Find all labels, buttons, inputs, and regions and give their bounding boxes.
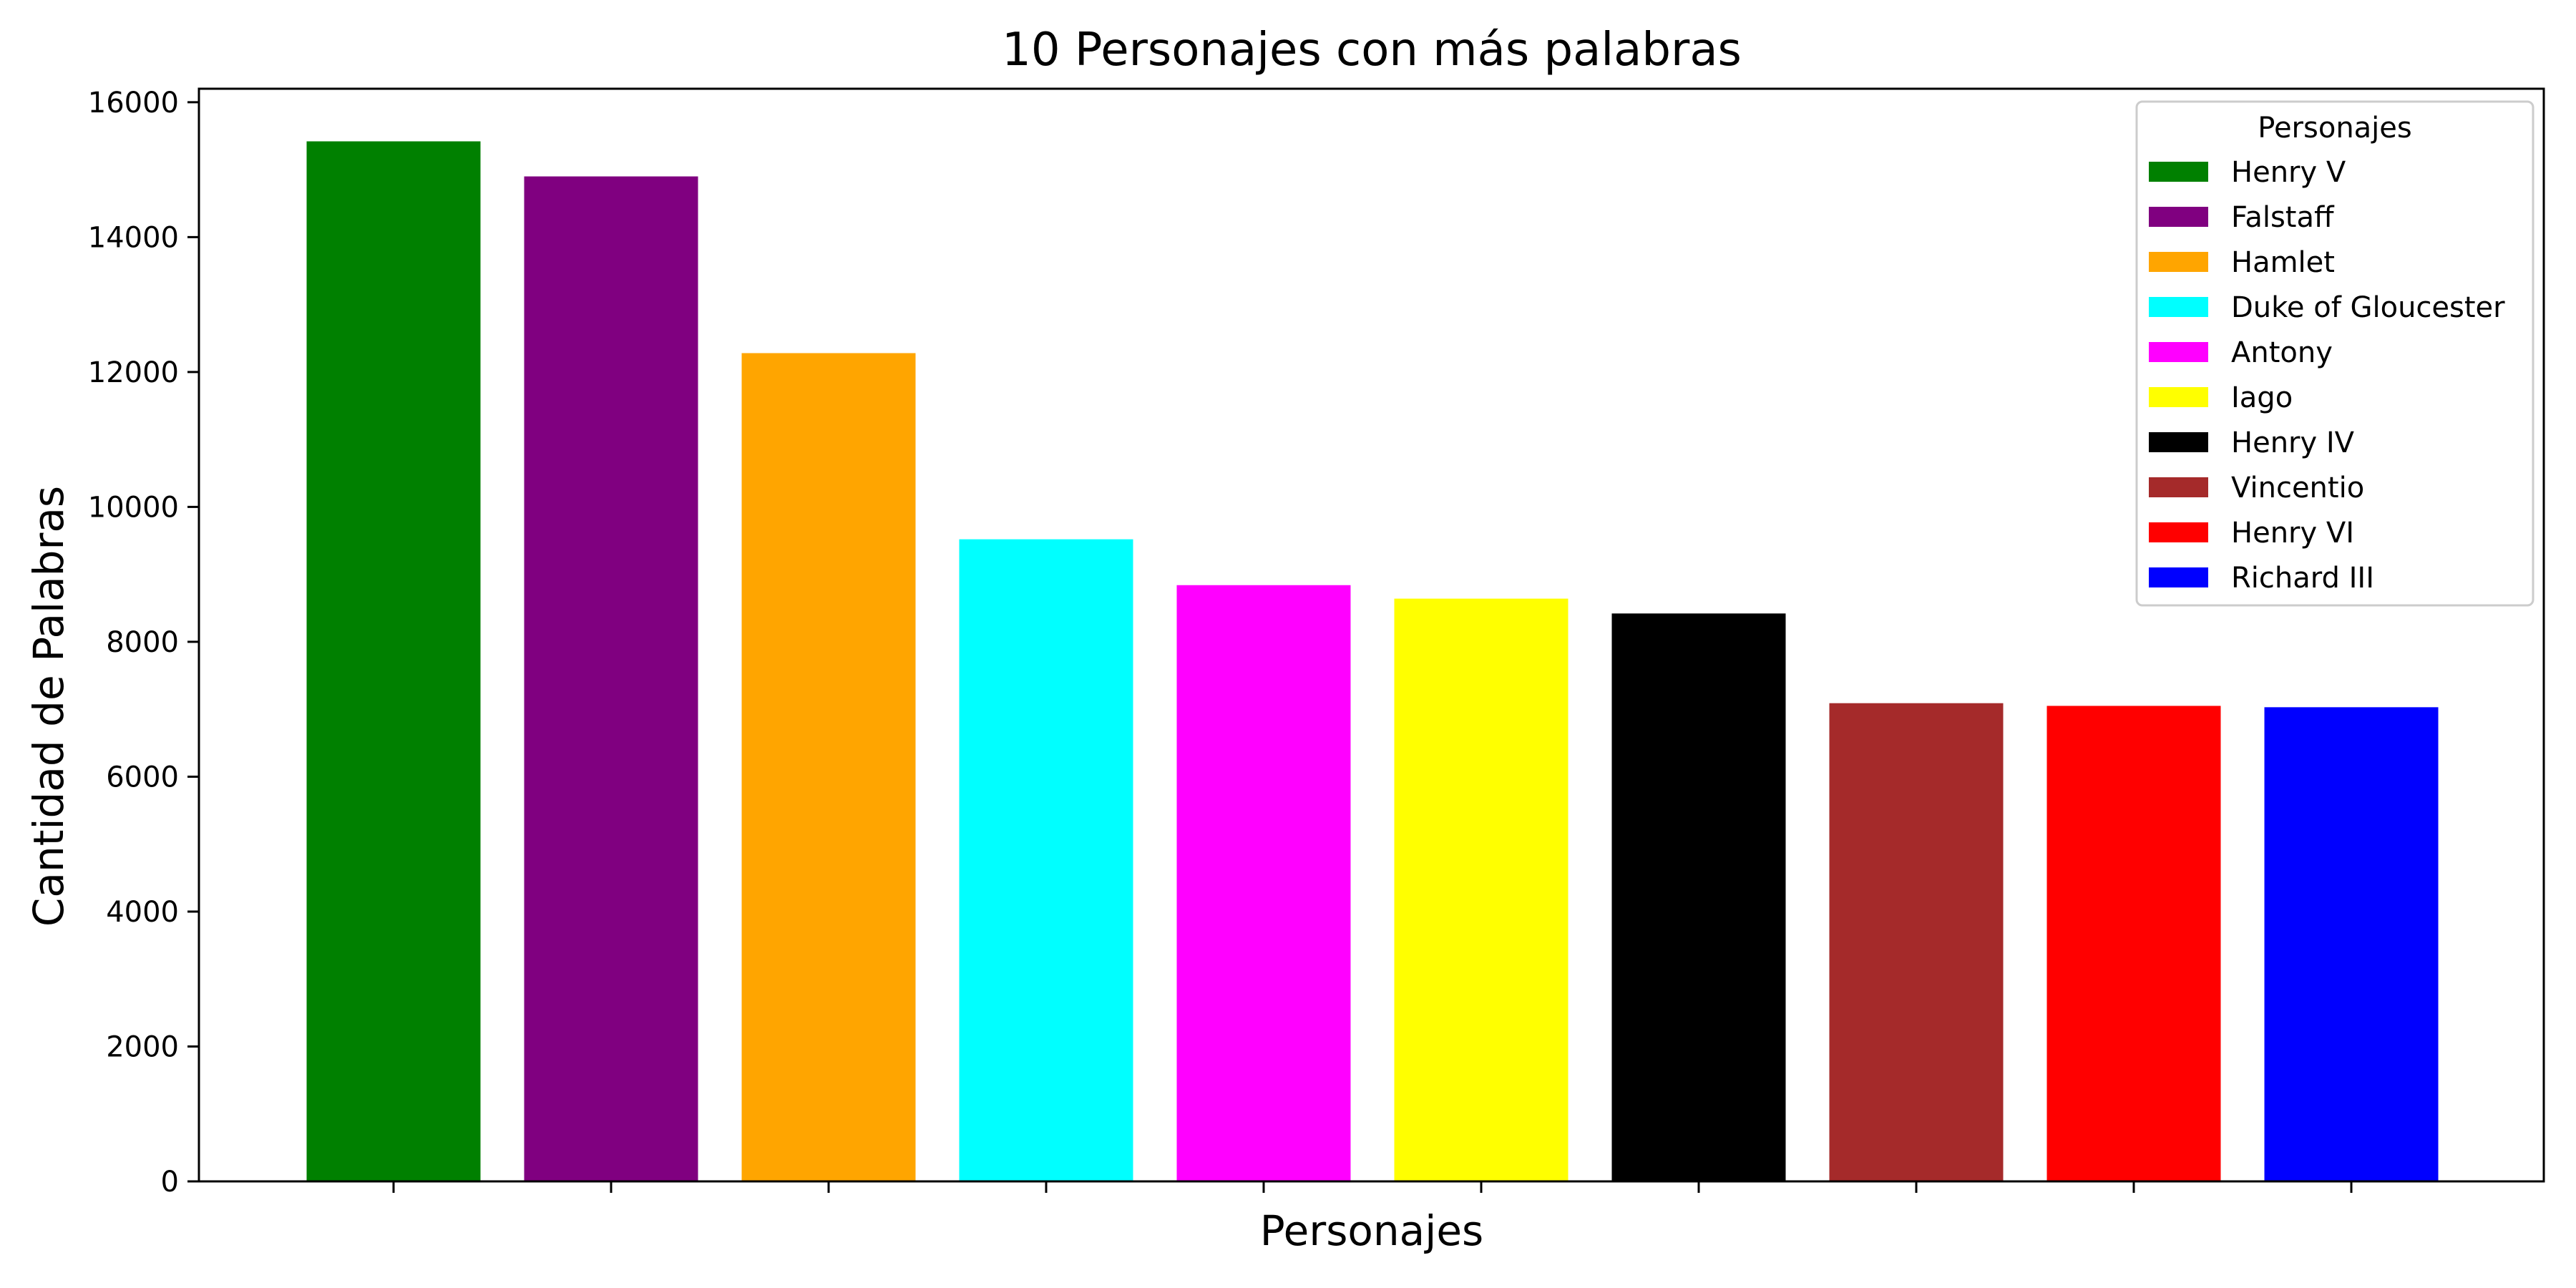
legend: Personajes Henry V Falstaff Hamlet Duke of G… [2135,100,2534,607]
bar-iago [1394,598,1568,1181]
y-tick-label: 10000 [88,491,179,524]
y-tick-label: 12000 [88,356,179,389]
bar-duke-of-gloucester [959,539,1133,1181]
legend-swatch-henry-iv [2149,432,2208,452]
legend-label-antony: Antony [2231,336,2333,369]
bar-richard-iii [2264,707,2439,1181]
legend-swatch-hamlet [2149,252,2208,272]
y-tick-label: 4000 [106,896,179,929]
legend-label-falstaff: Falstaff [2231,201,2335,234]
legend-label-duke-of-gloucester: Duke of Gloucester [2231,291,2505,324]
legend-title: Personajes [2258,112,2412,145]
y-tick-label: 6000 [106,761,179,794]
y-axis-label: Cantidad de Palabras [24,486,73,927]
y-axis-ticks: 0 2000 4000 6000 8000 10000 12000 14000 16000 [88,87,199,1199]
bar-falstaff [524,176,698,1182]
legend-label-hamlet: Hamlet [2231,246,2335,279]
bar-henry-v [306,141,481,1181]
bar-henry-iv [1611,613,1786,1181]
bar-hamlet [741,353,916,1181]
legend-swatch-richard-iii [2149,567,2208,587]
legend-swatch-duke-of-gloucester [2149,297,2208,317]
legend-box [2135,100,2534,607]
y-tick-label: 16000 [88,87,179,119]
bar-vincentio [1829,703,2004,1181]
y-tick-label: 0 [161,1166,179,1199]
legend-label-vincentio: Vincentio [2231,472,2364,504]
legend-swatch-falstaff [2149,207,2208,227]
legend-label-henry-iv: Henry IV [2231,426,2355,459]
legend-swatch-henry-v [2149,162,2208,182]
legend-label-henry-vi: Henry VI [2231,517,2354,550]
bars-group [306,141,2439,1182]
legend-swatch-henry-vi [2149,522,2208,542]
legend-label-henry-v: Henry V [2231,156,2346,189]
legend-swatch-antony [2149,342,2208,362]
chart-title: 10 Personajes con más palabras [1002,24,1742,77]
y-tick-label: 14000 [88,221,179,254]
legend-swatch-iago [2149,387,2208,407]
legend-swatch-vincentio [2149,477,2208,497]
legend-label-richard-iii: Richard III [2231,562,2374,595]
bar-antony [1176,585,1351,1181]
x-axis-label: Personajes [1260,1206,1483,1255]
legend-label-iago: Iago [2231,381,2293,414]
y-tick-label: 8000 [106,626,179,659]
plot-frame [197,87,2545,1183]
y-tick-label: 2000 [106,1030,179,1063]
bar-henry-vi [2046,706,2221,1181]
x-axis-ticks [392,1181,2353,1193]
